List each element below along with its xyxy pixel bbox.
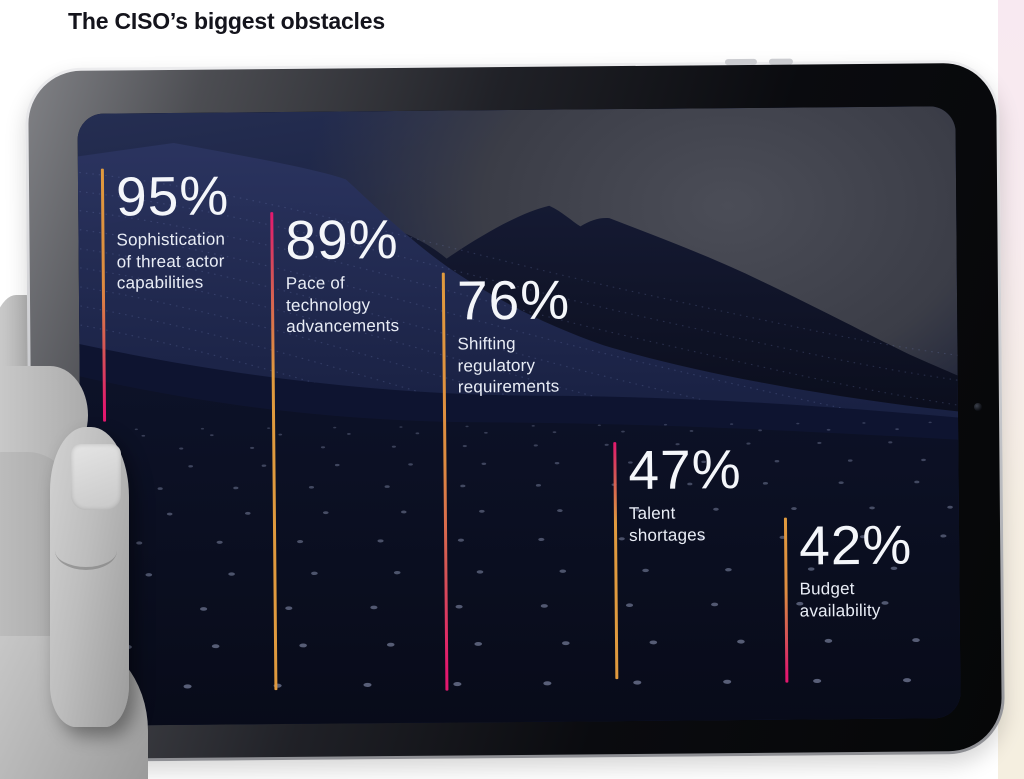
- front-camera-icon: [973, 402, 983, 411]
- particle-dots: [81, 421, 961, 726]
- floor-plane: [77, 373, 961, 726]
- thumb-crease: [55, 531, 117, 570]
- stat-label: Sophistication of threat actor capabilit…: [116, 229, 226, 293]
- stat-label: Budget availability: [799, 579, 881, 621]
- stat-sophistication: 95% Sophistication of threat actor capab…: [100, 164, 230, 422]
- tablet-device: 95% Sophistication of threat actor capab…: [24, 58, 1006, 763]
- stat-value: 47%: [628, 438, 742, 502]
- stat-label: Shifting regulatory requirements: [457, 333, 560, 397]
- stat-label: Pace of technology advancements: [285, 273, 400, 336]
- stat-budget: 42% Budget availability: [783, 513, 913, 683]
- hand-thumb: [50, 427, 129, 727]
- gradient-line-icon: [783, 517, 789, 683]
- page-title: The CISO’s biggest obstacles: [68, 8, 385, 34]
- stat-value: 42%: [798, 513, 913, 577]
- thumb-nail: [71, 444, 121, 510]
- stat-value: 89%: [285, 208, 399, 271]
- stat-value: 95%: [115, 164, 230, 228]
- stat-value: 76%: [456, 268, 571, 332]
- tablet-screen: 95% Sophistication of threat actor capab…: [77, 106, 961, 726]
- tablet-bezel: 95% Sophistication of threat actor capab…: [28, 62, 1002, 760]
- stat-talent: 47% Talent shortages: [613, 438, 742, 680]
- stat-technology-pace: 89% Pace of technology advancements: [270, 208, 400, 691]
- stat-regulatory: 76% Shifting regulatory requirements: [441, 268, 571, 691]
- screen-art: [77, 106, 961, 726]
- stat-label: Talent shortages: [628, 503, 706, 545]
